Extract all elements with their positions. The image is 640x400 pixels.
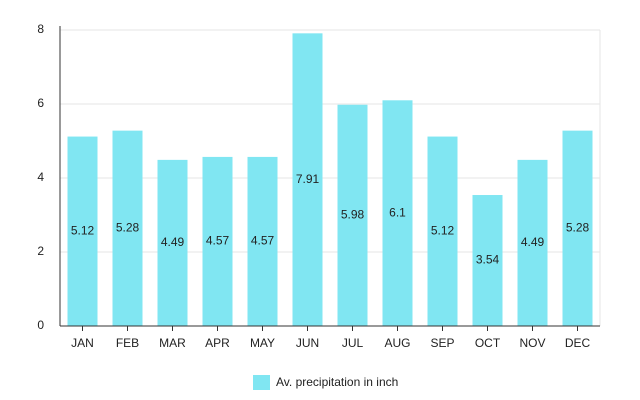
data-label: 3.54 xyxy=(476,253,500,267)
data-label: 4.49 xyxy=(161,235,185,249)
legend-label: Av. precipitation in inch xyxy=(276,375,398,389)
data-label: 5.12 xyxy=(431,223,455,237)
bar xyxy=(382,100,413,326)
data-label: 4.57 xyxy=(251,234,275,248)
bar xyxy=(112,130,143,326)
x-tick-label: MAR xyxy=(159,336,186,350)
bar xyxy=(472,195,503,326)
data-label: 5.12 xyxy=(71,223,95,237)
bar xyxy=(202,156,233,326)
bar xyxy=(517,159,548,326)
bar xyxy=(247,156,278,326)
x-tick-label: JUN xyxy=(296,336,319,350)
data-label: 5.28 xyxy=(566,220,590,234)
y-tick-label: 4 xyxy=(37,170,44,184)
y-tick-label: 8 xyxy=(37,22,44,36)
y-tick-label: 0 xyxy=(37,318,44,332)
x-tick-label: SEP xyxy=(430,336,454,350)
bar xyxy=(562,130,593,326)
data-label: 5.28 xyxy=(116,220,140,234)
x-tick-label: MAY xyxy=(250,336,275,350)
data-label: 6.1 xyxy=(389,205,406,219)
y-tick-label: 2 xyxy=(37,244,44,258)
x-tick-label: FEB xyxy=(116,336,139,350)
bar xyxy=(67,136,98,326)
legend-swatch xyxy=(253,375,270,390)
data-label: 5.98 xyxy=(341,208,365,222)
y-tick-label: 6 xyxy=(37,96,44,110)
bar xyxy=(427,136,458,326)
x-tick-label: AUG xyxy=(384,336,410,350)
x-tick-label: NOV xyxy=(519,336,545,350)
x-tick-label: APR xyxy=(205,336,230,350)
bar xyxy=(292,33,323,327)
bar xyxy=(337,104,368,327)
bar xyxy=(157,159,188,326)
x-tick-label: DEC xyxy=(565,336,591,350)
data-label: 4.57 xyxy=(206,234,230,248)
x-tick-label: OCT xyxy=(475,336,501,350)
x-tick-label: JAN xyxy=(71,336,94,350)
data-label: 4.49 xyxy=(521,235,545,249)
x-tick-label: JUL xyxy=(342,336,364,350)
data-label: 7.91 xyxy=(296,172,320,186)
